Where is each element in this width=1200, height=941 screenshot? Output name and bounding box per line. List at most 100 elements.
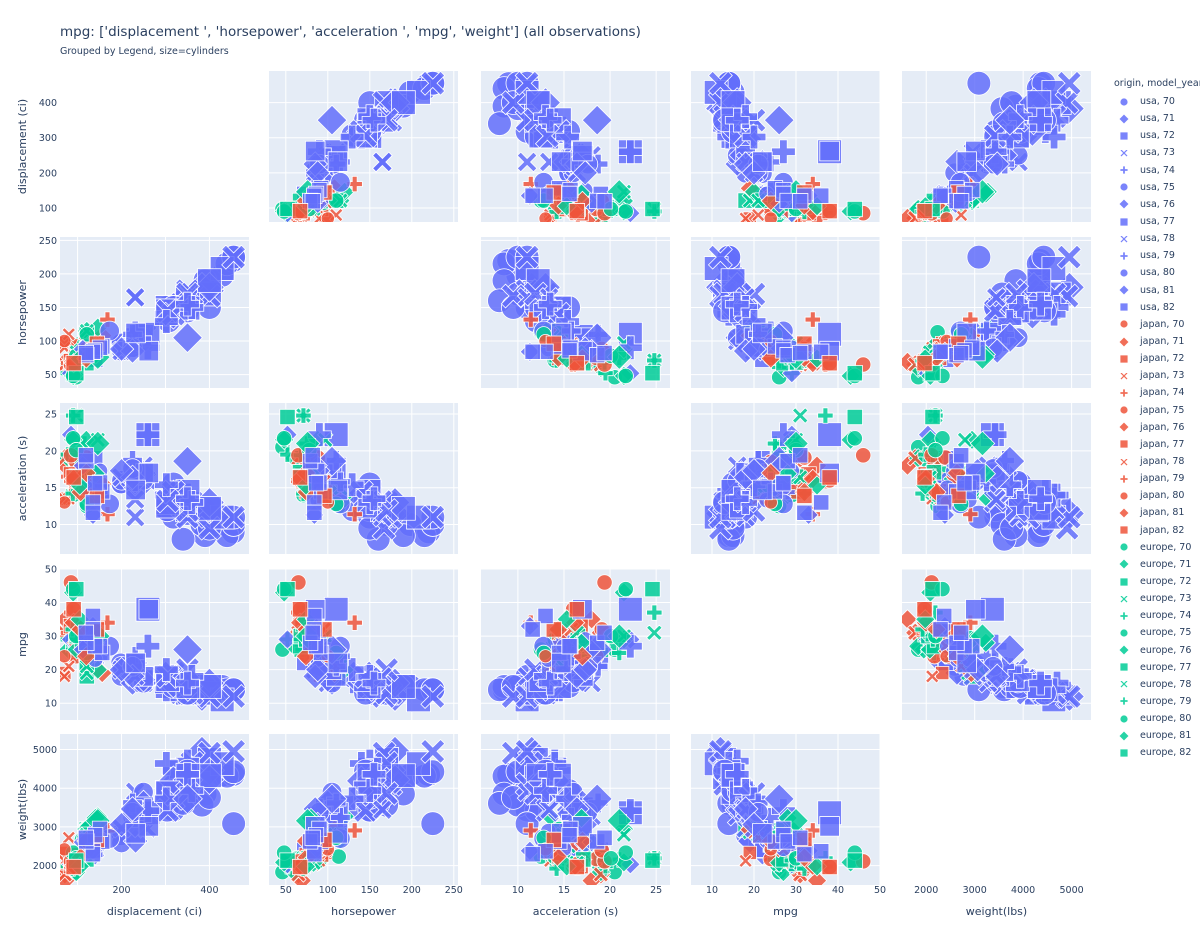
legend-item[interactable]: europe, 70: [1114, 539, 1200, 556]
legend-item[interactable]: usa, 71: [1114, 110, 1200, 127]
legend-label: usa, 79: [1140, 250, 1175, 262]
legend-title: origin, model_year: [1114, 78, 1200, 89]
data-point: [724, 291, 750, 317]
legend-item[interactable]: japan, 72: [1114, 350, 1200, 367]
data-point: [221, 504, 247, 530]
legend-label: usa, 78: [1140, 233, 1175, 245]
legend-symbol-icon: [1119, 319, 1129, 329]
data-point: [763, 104, 795, 136]
y-tick-label: 3000: [33, 822, 57, 833]
legend-item[interactable]: japan, 70: [1114, 316, 1200, 333]
legend-symbol-icon: [1119, 97, 1129, 106]
data-point: [487, 111, 512, 136]
legend-item[interactable]: japan, 75: [1114, 402, 1200, 419]
legend-label: europe, 71: [1140, 558, 1192, 570]
data-point: [819, 140, 840, 162]
legend-label: europe, 80: [1140, 713, 1192, 725]
legend-item[interactable]: usa, 75: [1114, 179, 1200, 196]
legend-item[interactable]: japan, 73: [1114, 367, 1200, 384]
legend-item[interactable]: japan, 76: [1114, 419, 1200, 436]
data-point: [792, 829, 809, 846]
points-layer: [703, 407, 872, 552]
legend-item[interactable]: europe, 72: [1114, 573, 1200, 590]
legend-item[interactable]: japan, 78: [1114, 453, 1200, 470]
legend-item[interactable]: usa, 74: [1114, 162, 1200, 179]
y-tick-label: 10: [45, 699, 57, 710]
data-point: [330, 172, 351, 193]
legend-item[interactable]: japan, 77: [1114, 436, 1200, 453]
data-point: [65, 601, 82, 618]
legend-item[interactable]: europe, 74: [1114, 607, 1200, 624]
x-tick-label: 25: [650, 885, 662, 896]
legend-item[interactable]: usa, 78: [1114, 230, 1200, 247]
legend-label: usa, 74: [1140, 164, 1175, 176]
data-point: [927, 442, 944, 459]
data-point: [779, 833, 796, 850]
legend-item[interactable]: europe, 82: [1114, 744, 1200, 761]
legend-marker: [1118, 644, 1130, 656]
data-point: [771, 139, 796, 165]
data-point: [738, 211, 753, 222]
data-point: [1028, 486, 1053, 512]
data-point: [792, 193, 809, 210]
legend-item[interactable]: europe, 75: [1114, 624, 1200, 641]
legend-item[interactable]: japan, 74: [1114, 384, 1200, 401]
x-tick-label: 50: [874, 885, 886, 896]
legend-marker: [1118, 558, 1130, 570]
legend-item[interactable]: europe, 73: [1114, 590, 1200, 607]
legend-item[interactable]: europe, 81: [1114, 727, 1200, 744]
legend-item[interactable]: usa, 81: [1114, 282, 1200, 299]
legend-item[interactable]: europe, 78: [1114, 676, 1200, 693]
legend-marker: [1119, 388, 1129, 398]
legend-marker: [1119, 679, 1129, 689]
legend-item[interactable]: japan, 79: [1114, 470, 1200, 487]
subplot-1-3: [691, 237, 881, 388]
legend-item[interactable]: usa, 82: [1114, 299, 1200, 316]
data-point: [821, 469, 838, 486]
legend-item[interactable]: usa, 72: [1114, 127, 1200, 144]
x-axis-title: displacement (ci): [107, 905, 202, 918]
data-point: [524, 621, 541, 638]
legend-marker: [1119, 577, 1129, 586]
y-tick-label: 200: [39, 269, 57, 280]
legend-label: japan, 74: [1140, 387, 1185, 399]
data-point: [87, 475, 104, 492]
legend-item[interactable]: europe, 80: [1114, 710, 1200, 727]
legend-item[interactable]: usa, 80: [1114, 264, 1200, 281]
legend-item[interactable]: europe, 76: [1114, 642, 1200, 659]
legend-item[interactable]: usa, 77: [1114, 213, 1200, 230]
data-point: [551, 652, 572, 674]
legend-item[interactable]: usa, 70: [1114, 93, 1200, 110]
legend-item[interactable]: japan, 71: [1114, 333, 1200, 350]
legend-symbol-icon: [1118, 284, 1130, 296]
legend-item[interactable]: europe, 71: [1114, 556, 1200, 573]
data-point: [572, 656, 598, 683]
legend: origin, model_year usa, 70 usa, 71 usa, 72…: [1114, 78, 1200, 761]
x-axis-title: weight(lbs): [966, 905, 1027, 918]
y-tick-label: 150: [39, 303, 57, 314]
points-layer: [273, 407, 446, 552]
data-point: [796, 487, 813, 504]
legend-symbol-icon: [1119, 251, 1129, 261]
legend-symbol-icon: [1119, 714, 1129, 724]
points-layer: [487, 71, 663, 222]
data-point: [602, 850, 620, 867]
data-point: [581, 104, 613, 136]
legend-marker: [1119, 302, 1129, 312]
x-tick-label: 5000: [1060, 885, 1084, 896]
legend-item[interactable]: usa, 73: [1114, 144, 1200, 161]
data-point: [813, 494, 830, 511]
legend-item[interactable]: europe, 79: [1114, 693, 1200, 710]
legend-item[interactable]: japan, 81: [1114, 504, 1200, 521]
data-point: [752, 823, 773, 844]
data-point: [916, 601, 933, 618]
legend-symbol-icon: [1118, 421, 1130, 433]
legend-label: europe, 70: [1140, 541, 1192, 553]
legend-item[interactable]: japan, 82: [1114, 522, 1200, 539]
x-axis-title: mpg: [773, 905, 798, 918]
legend-item[interactable]: europe, 77: [1114, 659, 1200, 676]
legend-item[interactable]: usa, 79: [1114, 247, 1200, 264]
legend-item[interactable]: japan, 80: [1114, 487, 1200, 504]
legend-item[interactable]: usa, 76: [1114, 196, 1200, 213]
legend-marker: [1119, 319, 1129, 329]
